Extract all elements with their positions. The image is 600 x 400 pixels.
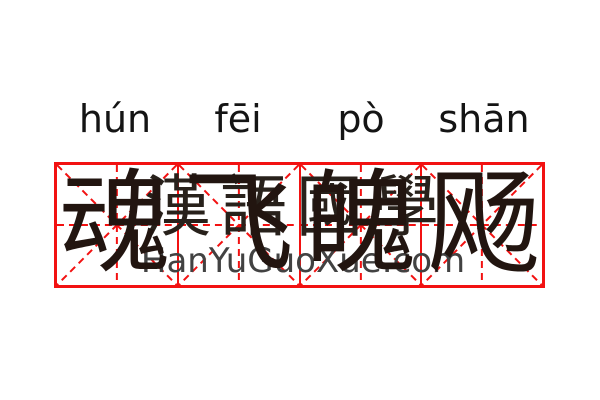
watermark-site-text: HanYuGuoXue.com [140, 241, 466, 281]
mizige-guides-icon [422, 165, 542, 285]
watermark-cjk-text: 漢語國學 [144, 168, 448, 246]
pinyin-syllable-1: hún [78, 97, 152, 141]
pinyin-syllable-3: pò [337, 97, 385, 141]
grid-cell-2 [178, 165, 301, 285]
pinyin-syllable-2: fēi [214, 97, 262, 141]
character-grid [54, 162, 545, 288]
mizige-guides-icon [300, 165, 421, 285]
grid-cell-3 [300, 165, 423, 285]
pinyin-syllable-4: shān [438, 97, 530, 141]
hanzi-character-2: 飞 [182, 159, 294, 289]
mizige-guides-icon [57, 165, 177, 285]
grid-cell-4 [422, 165, 542, 285]
hanzi-character-1: 魂 [59, 159, 171, 289]
hanzi-character-4: 飏 [428, 159, 540, 289]
hanzi-character-3: 魄 [305, 159, 417, 289]
grid-cell-1 [57, 165, 179, 285]
mizige-guides-icon [178, 165, 299, 285]
